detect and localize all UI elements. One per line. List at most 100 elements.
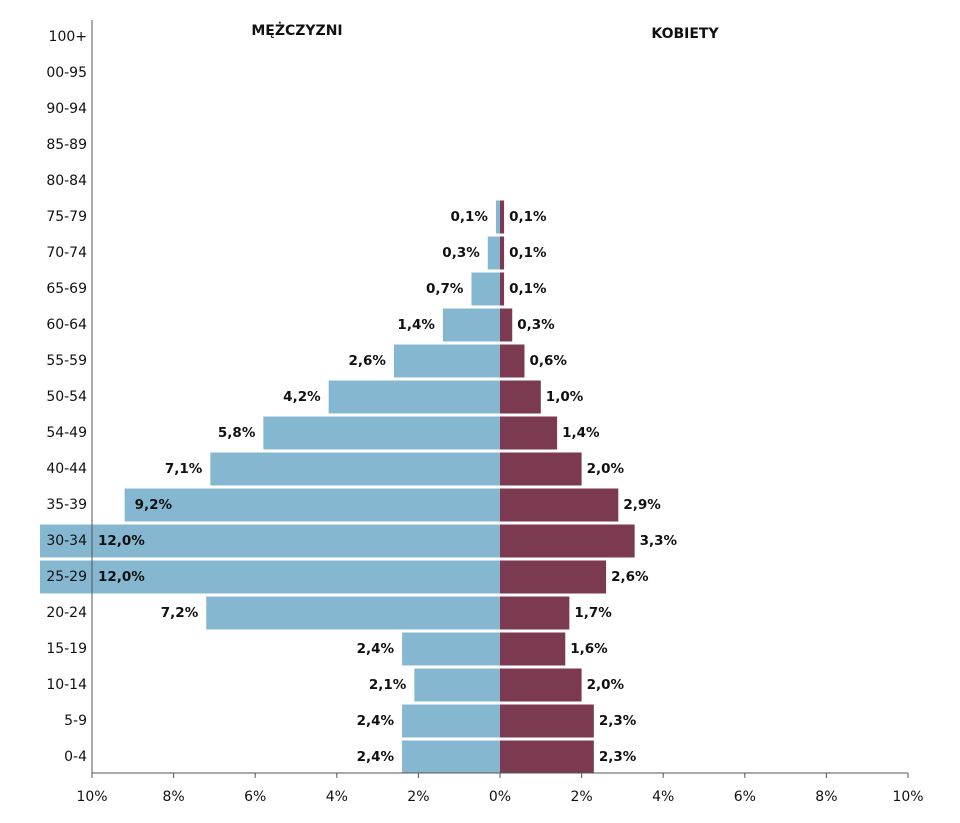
value-label: 1,0%	[546, 389, 584, 405]
y-tick-label: 00-95	[46, 65, 87, 81]
value-label: 0,1%	[450, 209, 488, 225]
x-tick-label: 10%	[76, 789, 107, 805]
value-label: 0,1%	[509, 281, 547, 297]
bar	[263, 416, 500, 450]
y-tick-label: 90-94	[46, 101, 87, 117]
x-tick-label: 6%	[244, 789, 266, 805]
value-label: 3,3%	[640, 533, 678, 549]
value-label: 0,7%	[426, 281, 464, 297]
y-tick-label: 50-54	[46, 389, 87, 405]
bar	[393, 344, 500, 378]
value-label: 2,4%	[357, 713, 395, 729]
bar	[500, 452, 582, 486]
series-label: MĘŻCZYZNI	[251, 22, 342, 39]
bar	[328, 380, 500, 414]
bar	[500, 200, 505, 234]
value-label: 0,3%	[517, 317, 555, 333]
x-tick-label: 8%	[815, 789, 837, 805]
bar	[414, 668, 500, 702]
value-label: 2,0%	[587, 461, 625, 477]
value-label: 12,0%	[98, 533, 145, 549]
bar	[402, 632, 500, 666]
value-label: 7,2%	[161, 605, 199, 621]
value-label: 9,2%	[135, 497, 173, 513]
bar	[40, 560, 501, 594]
y-tick-label: 75-79	[46, 209, 87, 225]
value-label: 7,1%	[165, 461, 203, 477]
bar	[402, 740, 500, 774]
value-label: 2,3%	[599, 713, 637, 729]
value-label: 2,9%	[623, 497, 661, 513]
value-label: 1,4%	[562, 425, 600, 441]
value-label: 1,6%	[570, 641, 608, 657]
value-label: 1,4%	[397, 317, 435, 333]
value-label: 2,6%	[611, 569, 649, 585]
y-tick-label: 40-44	[46, 461, 87, 477]
y-tick-label: 5-9	[64, 713, 87, 729]
bar	[500, 524, 635, 558]
value-label: 12,0%	[98, 569, 145, 585]
value-label: 5,8%	[218, 425, 256, 441]
series-label: KOBIETY	[651, 26, 719, 42]
x-tick-label: 0%	[489, 789, 511, 805]
bar	[500, 668, 582, 702]
bar	[442, 308, 500, 342]
bars	[40, 200, 635, 774]
bar	[500, 596, 570, 630]
bar	[500, 380, 541, 414]
x-tick-label: 2%	[407, 789, 429, 805]
y-tick-label: 85-89	[46, 137, 87, 153]
y-tick-label: 35-39	[46, 497, 87, 513]
bar	[40, 524, 501, 558]
value-label: 2,4%	[357, 749, 395, 765]
bar	[500, 740, 594, 774]
value-label: 1,7%	[574, 605, 612, 621]
value-label: 0,3%	[442, 245, 480, 261]
bar	[471, 272, 500, 306]
value-label: 4,2%	[283, 389, 321, 405]
value-label: 0,1%	[509, 245, 547, 261]
bar	[500, 308, 513, 342]
y-tick-label: 54-49	[46, 425, 87, 441]
y-tick-label: 0-4	[64, 749, 87, 765]
bar	[500, 272, 505, 306]
bar	[124, 488, 500, 522]
y-tick-label: 70-74	[46, 245, 87, 261]
value-label: 2,3%	[599, 749, 637, 765]
bar	[500, 488, 619, 522]
y-tick-label: 80-84	[46, 173, 87, 189]
bar	[402, 704, 500, 738]
x-tick-label: 10%	[892, 789, 923, 805]
bar	[500, 416, 558, 450]
value-label: 2,4%	[357, 641, 395, 657]
x-tick-label: 2%	[570, 789, 592, 805]
y-tick-label: 100+	[49, 29, 87, 45]
y-tick-label: 15-19	[46, 641, 87, 657]
bar	[495, 200, 500, 234]
bar	[500, 560, 607, 594]
y-tick-label: 65-69	[46, 281, 87, 297]
bar	[500, 344, 525, 378]
x-tick-label: 4%	[326, 789, 348, 805]
y-tick-label: 20-24	[46, 605, 87, 621]
y-tick-label: 60-64	[46, 317, 87, 333]
y-tick-label: 25-29	[46, 569, 87, 585]
bar	[487, 236, 500, 270]
y-tick-label: 30-34	[46, 533, 87, 549]
value-label: 0,1%	[509, 209, 547, 225]
x-tick-label: 8%	[162, 789, 184, 805]
bar	[210, 452, 500, 486]
x-tick-label: 6%	[734, 789, 756, 805]
x-tick-label: 4%	[652, 789, 674, 805]
bar	[500, 236, 505, 270]
value-label: 2,0%	[587, 677, 625, 693]
y-tick-label: 55-59	[46, 353, 87, 369]
bar	[500, 704, 594, 738]
value-label: 2,6%	[348, 353, 386, 369]
bar	[500, 632, 566, 666]
value-label: 2,1%	[369, 677, 407, 693]
value-label: 0,6%	[529, 353, 567, 369]
bar	[206, 596, 501, 630]
y-tick-label: 10-14	[46, 677, 87, 693]
